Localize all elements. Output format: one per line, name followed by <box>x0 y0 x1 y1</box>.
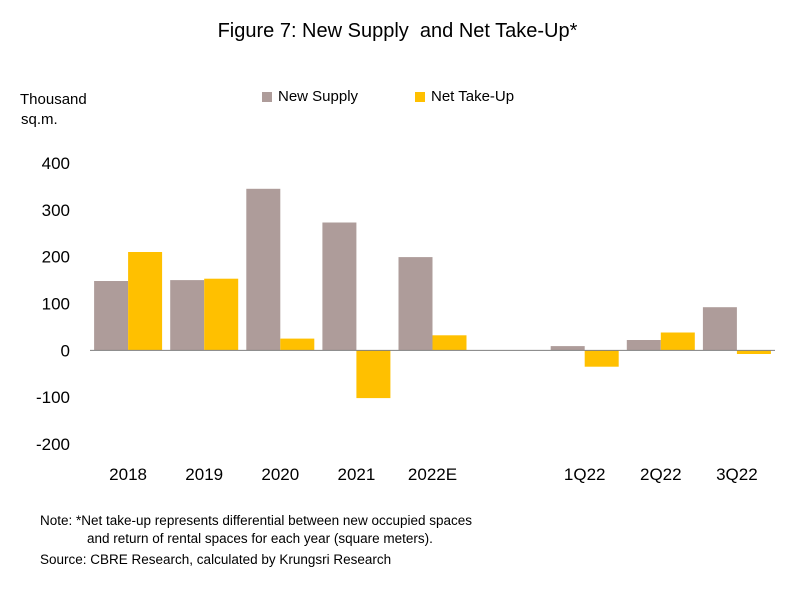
y-axis-unit-line-2: sq.m. <box>21 111 58 128</box>
bar-net-take-up-2021 <box>356 350 391 399</box>
x-tick-label: 2020 <box>261 465 299 484</box>
x-tick-label: 1Q22 <box>564 465 606 484</box>
y-axis-unit-line-1: Thousand <box>20 91 87 108</box>
chart-source: Source: CBRE Research, calculated by Kru… <box>40 552 392 567</box>
note-line-1: Note: *Net take-up represents differenti… <box>40 513 473 528</box>
legend-label-new-supply: New Supply <box>278 88 359 105</box>
chart-note: Note: *Net take-up represents differenti… <box>40 512 472 548</box>
y-tick-label: 200 <box>42 248 70 267</box>
bar-net-take-up-2019 <box>204 278 239 351</box>
bar-new-supply-2q22 <box>626 340 661 351</box>
bar-new-supply-2018 <box>94 281 129 351</box>
legend-swatch-new-supply <box>262 91 272 102</box>
y-tick-label: 0 <box>61 341 70 360</box>
y-tick-label: -100 <box>36 388 70 407</box>
legend-item-net-take-up: Net Take-Up <box>415 88 514 105</box>
x-tick-label: 2018 <box>109 465 147 484</box>
bar-new-supply-1q22 <box>550 346 585 351</box>
x-tick-label: 2019 <box>185 465 223 484</box>
bar-new-supply-2022e <box>398 257 433 351</box>
x-tick-label: 2Q22 <box>640 465 682 484</box>
legend-swatch-net-take-up <box>415 91 425 102</box>
bar-net-take-up-1q22 <box>584 350 619 367</box>
bar-new-supply-2019 <box>170 280 205 351</box>
bar-net-take-up-2q22 <box>660 332 695 351</box>
x-tick-label: 2022E <box>408 465 457 484</box>
legend-label-net-take-up: Net Take-Up <box>431 88 515 105</box>
bar-new-supply-2021 <box>322 222 357 351</box>
bar-new-supply-3q22 <box>702 307 737 351</box>
legend-item-new-supply: New Supply <box>262 88 358 105</box>
bar-new-supply-2020 <box>246 188 281 351</box>
x-tick-label: 2021 <box>337 465 375 484</box>
bar-net-take-up-2022e <box>432 335 467 351</box>
y-tick-label: 400 <box>42 154 70 173</box>
bar-net-take-up-2018 <box>128 252 163 351</box>
y-axis-unit-label: Thousand sq.m. <box>20 90 87 130</box>
y-tick-label: 100 <box>42 295 70 314</box>
x-tick-label: 3Q22 <box>716 465 758 484</box>
y-tick-label: -200 <box>36 435 70 454</box>
bar-net-take-up-3q22 <box>736 350 771 354</box>
bar-net-take-up-2020 <box>280 338 315 351</box>
y-tick-label: 300 <box>42 201 70 220</box>
note-line-2: and return of rental spaces for each yea… <box>87 531 433 546</box>
chart-title: Figure 7: New Supply and Net Take-Up* <box>217 20 578 42</box>
